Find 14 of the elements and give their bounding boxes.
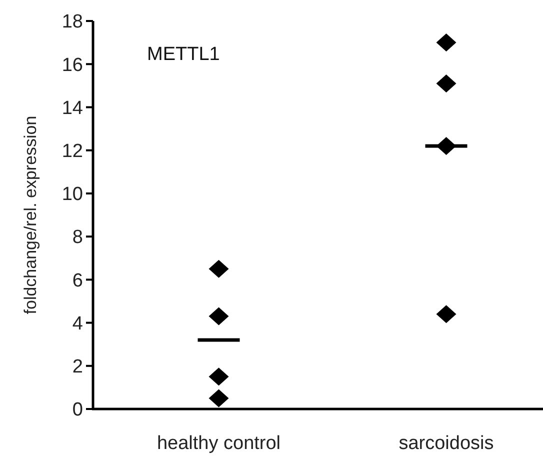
y-tick-label: 8 [72,227,83,248]
y-tick-label: 0 [72,400,83,421]
y-tick-label: 4 [72,313,84,334]
y-axis-title: foldchange/rel. expression [21,116,40,314]
y-tick-label: 10 [62,184,83,206]
x-tick-label: sarcoidosis [398,433,494,454]
text: METTL1 [147,44,220,65]
x-tick-label: healthy control [156,433,281,454]
y-tick-label: 2 [72,356,83,378]
y-tick-label: 6 [72,270,83,292]
y-tick-label: 12 [62,140,83,162]
y-tick-label: 16 [62,54,83,76]
y-tick-label: 18 [62,12,83,33]
y-tick-label: 14 [62,98,84,119]
